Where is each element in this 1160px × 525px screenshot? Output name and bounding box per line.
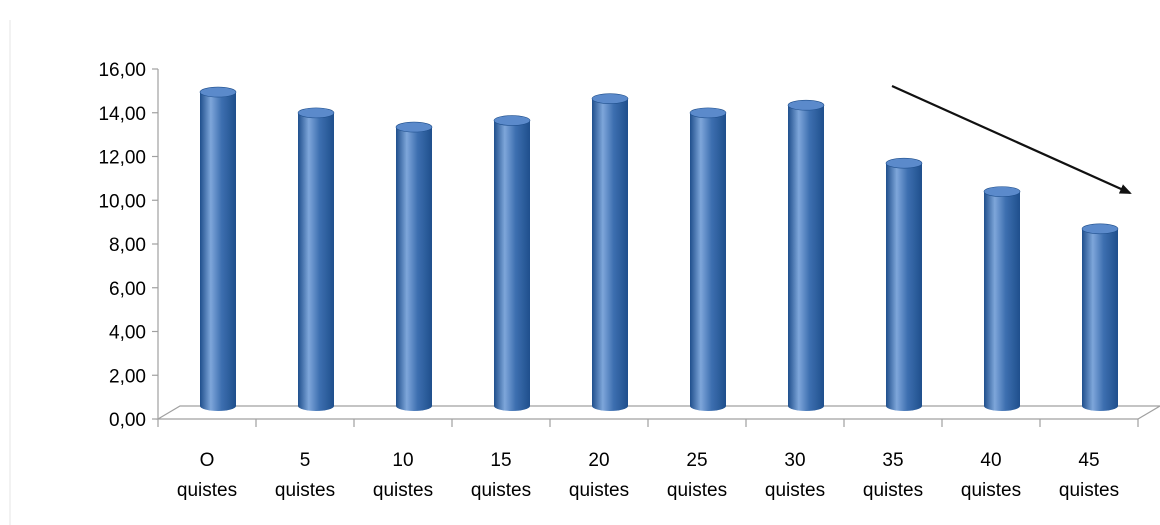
y-tick-label: 12,00 bbox=[98, 148, 146, 169]
x-tick-label-number: 15 bbox=[490, 450, 511, 471]
x-tick-label-number: O bbox=[200, 450, 215, 471]
bar bbox=[983, 186, 1021, 411]
bar bbox=[297, 107, 335, 411]
x-tick-label-unit: quistes bbox=[177, 480, 237, 501]
bar bbox=[689, 107, 727, 411]
bar-body bbox=[886, 163, 922, 411]
bar-body bbox=[592, 98, 628, 411]
y-tick-label: 14,00 bbox=[98, 104, 146, 125]
x-tick-label-unit: quistes bbox=[1059, 480, 1119, 501]
bar bbox=[395, 121, 433, 411]
x-tick-label-unit: quistes bbox=[373, 480, 433, 501]
bar bbox=[787, 99, 825, 411]
x-tick-label-unit: quistes bbox=[471, 480, 531, 501]
x-tick-label-number: 20 bbox=[588, 450, 609, 471]
bar-top bbox=[591, 93, 629, 104]
trend-arrow bbox=[891, 84, 1132, 195]
bar-top bbox=[199, 86, 237, 98]
bar-top bbox=[493, 115, 531, 126]
y-tick-label: 0,00 bbox=[109, 410, 146, 431]
bar-top bbox=[787, 99, 825, 111]
bar-top bbox=[983, 186, 1021, 197]
bar-body bbox=[200, 92, 236, 411]
x-tick-label-number: 45 bbox=[1078, 450, 1099, 471]
x-tick-label-number: 10 bbox=[392, 450, 413, 471]
bar-top bbox=[885, 157, 923, 169]
bar-body bbox=[494, 120, 530, 411]
bar bbox=[885, 157, 923, 411]
x-tick-label-unit: quistes bbox=[961, 480, 1021, 501]
bar bbox=[493, 115, 531, 411]
x-tick-label-unit: quistes bbox=[275, 480, 335, 501]
bar-top bbox=[395, 121, 433, 133]
y-tick-label: 4,00 bbox=[109, 323, 146, 344]
bar-top bbox=[689, 107, 727, 119]
x-tick-label-number: 35 bbox=[882, 450, 903, 471]
bar-body bbox=[298, 112, 334, 411]
bar bbox=[199, 86, 237, 411]
bar-body bbox=[788, 105, 824, 411]
bar-body bbox=[690, 112, 726, 411]
bar-body bbox=[1082, 228, 1118, 411]
bar bbox=[591, 93, 629, 411]
x-tick-label-number: 25 bbox=[686, 450, 707, 471]
y-axis: 0,00 2,00 4,00 6,00 8,00 10,00 12,00 14,00 16,00 bbox=[98, 60, 159, 431]
bar-top bbox=[1081, 223, 1119, 235]
y-tick-label: 2,00 bbox=[109, 366, 146, 387]
x-tick-label-unit: quistes bbox=[569, 480, 629, 501]
x-tick-label-unit: quistes bbox=[765, 480, 825, 501]
y-tick-label: 6,00 bbox=[109, 279, 146, 300]
bar-body bbox=[396, 127, 432, 411]
bar-top bbox=[297, 107, 335, 119]
bar-body bbox=[984, 191, 1020, 411]
y-tick-label: 8,00 bbox=[109, 235, 146, 256]
x-tick-label-number: 5 bbox=[300, 450, 311, 471]
y-tick-label: 16,00 bbox=[98, 60, 146, 81]
x-tick-label-unit: quistes bbox=[863, 480, 923, 501]
y-tick-label: 10,00 bbox=[98, 191, 146, 212]
x-tick-label-unit: quistes bbox=[667, 480, 727, 501]
bar bbox=[1081, 223, 1119, 411]
x-tick-label-number: 30 bbox=[784, 450, 805, 471]
x-tick-label-number: 40 bbox=[980, 450, 1001, 471]
bar-series bbox=[199, 86, 1119, 411]
